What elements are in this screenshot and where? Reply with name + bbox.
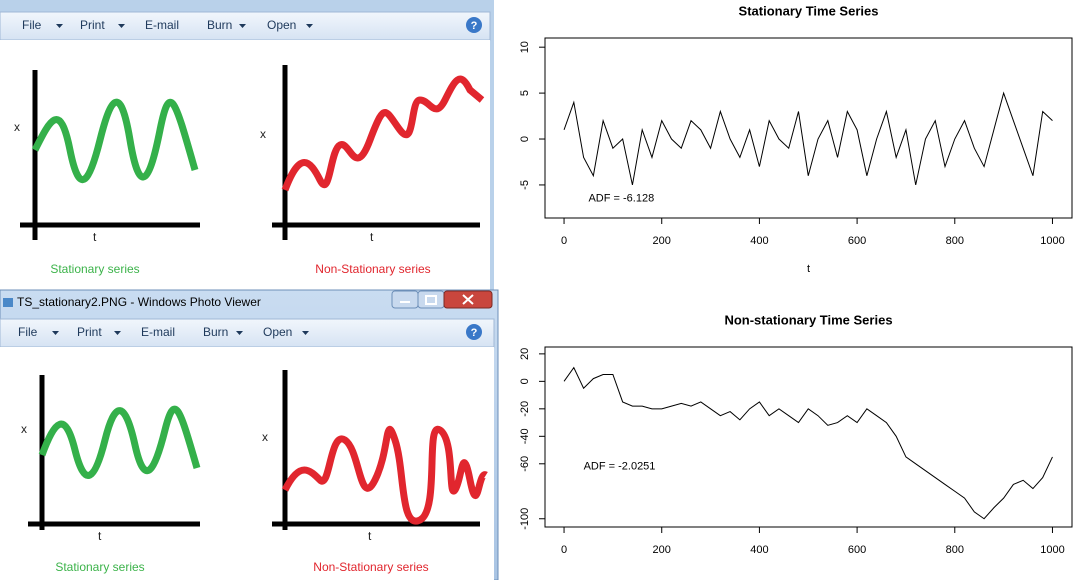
sketch-axes bbox=[20, 65, 480, 240]
window-button-glyphs bbox=[400, 294, 474, 305]
series-line bbox=[563, 366, 1053, 520]
stationary-sketch bbox=[38, 405, 201, 479]
y-tick-label: 5 bbox=[519, 90, 531, 96]
x-tick-label: 0 bbox=[561, 544, 567, 556]
nonstationary-sketch bbox=[281, 75, 485, 192]
sketch-y-label: x bbox=[14, 120, 20, 134]
caption: Non-Stationary series bbox=[315, 262, 430, 276]
x-tick-label: 400 bbox=[750, 544, 768, 556]
sketch-y-label: x bbox=[260, 127, 266, 141]
series-line bbox=[563, 91, 1053, 186]
menu-email[interactable]: E-mail bbox=[145, 18, 179, 32]
y-tick-label: -40 bbox=[519, 428, 531, 444]
annotation: ADF = -2.0251 bbox=[584, 460, 656, 472]
y-tick-label: -20 bbox=[519, 401, 531, 417]
menu-bar bbox=[0, 318, 495, 348]
help-label[interactable]: ? bbox=[471, 20, 478, 32]
sketch-y-label: x bbox=[21, 422, 27, 436]
minimize-button[interactable] bbox=[391, 290, 419, 309]
help-button[interactable] bbox=[466, 17, 482, 33]
help-label[interactable]: ? bbox=[471, 327, 478, 339]
plot-box bbox=[544, 346, 1073, 528]
maximize-button[interactable] bbox=[417, 290, 445, 309]
window-title: TS_stationary2.PNG - Windows Photo Viewe… bbox=[17, 295, 261, 309]
menu-open[interactable]: Open bbox=[263, 325, 292, 339]
caption: Non-Stationary series bbox=[313, 560, 428, 574]
menu-print[interactable]: Print bbox=[77, 325, 102, 339]
menu-arrows bbox=[52, 331, 309, 335]
x-tick-label: 600 bbox=[848, 235, 866, 247]
annotation: ADF = -6.128 bbox=[588, 193, 654, 205]
x-tick-label: 800 bbox=[946, 544, 964, 556]
y-tick-label: 0 bbox=[519, 136, 531, 142]
x-tick-label: 200 bbox=[653, 235, 671, 247]
stationary-sketch bbox=[31, 98, 199, 183]
menu-bar bbox=[0, 11, 491, 41]
menu-open[interactable]: Open bbox=[267, 18, 296, 32]
menu-arrows bbox=[56, 24, 313, 28]
image-area bbox=[0, 40, 490, 290]
chart-title: Non-stationary Time Series bbox=[724, 312, 892, 327]
x-tick-label: 200 bbox=[653, 544, 671, 556]
caption: Stationary series bbox=[55, 560, 144, 574]
sketch-x-label: t bbox=[368, 529, 372, 543]
y-tick-label: 20 bbox=[519, 348, 531, 360]
menu-burn[interactable]: Burn bbox=[203, 325, 228, 339]
sketch-y-label: x bbox=[262, 430, 268, 444]
viewer-window-1: File Print E-mail Burn Open ? x t x t St… bbox=[0, 0, 494, 292]
sketch-x-label: t bbox=[370, 230, 374, 244]
plot-box bbox=[544, 37, 1073, 219]
y-tick-label: -5 bbox=[519, 180, 531, 190]
menu-print[interactable]: Print bbox=[80, 18, 105, 32]
x-tick-label: 800 bbox=[946, 235, 964, 247]
menu-file[interactable]: File bbox=[22, 18, 42, 32]
y-tick-label: -100 bbox=[519, 508, 531, 530]
x-tick-label: 400 bbox=[750, 235, 768, 247]
sketch-x-label: t bbox=[98, 529, 102, 543]
image-area bbox=[0, 347, 494, 580]
chart-title: Stationary Time Series bbox=[739, 3, 879, 18]
x-axis-label: t bbox=[807, 263, 810, 275]
x-tick-label: 0 bbox=[561, 235, 567, 247]
x-tick-label: 1000 bbox=[1040, 544, 1064, 556]
nonstationary-sketch bbox=[281, 425, 488, 525]
x-tick-label: 600 bbox=[848, 544, 866, 556]
menu-email[interactable]: E-mail bbox=[141, 325, 175, 339]
viewer-window-2: TS_stationary2.PNG - Windows Photo Viewe… bbox=[0, 289, 499, 580]
y-tick-label: 0 bbox=[519, 378, 531, 384]
y-tick-label: -60 bbox=[519, 456, 531, 472]
menu-burn[interactable]: Burn bbox=[207, 18, 232, 32]
x-tick-label: 1000 bbox=[1040, 235, 1064, 247]
caption: Stationary series bbox=[50, 262, 139, 276]
help-button[interactable] bbox=[466, 324, 482, 340]
y-tick-label: 10 bbox=[519, 41, 531, 53]
sketch-x-label: t bbox=[93, 230, 97, 244]
menu-file[interactable]: File bbox=[18, 325, 38, 339]
app-icon bbox=[3, 298, 13, 307]
